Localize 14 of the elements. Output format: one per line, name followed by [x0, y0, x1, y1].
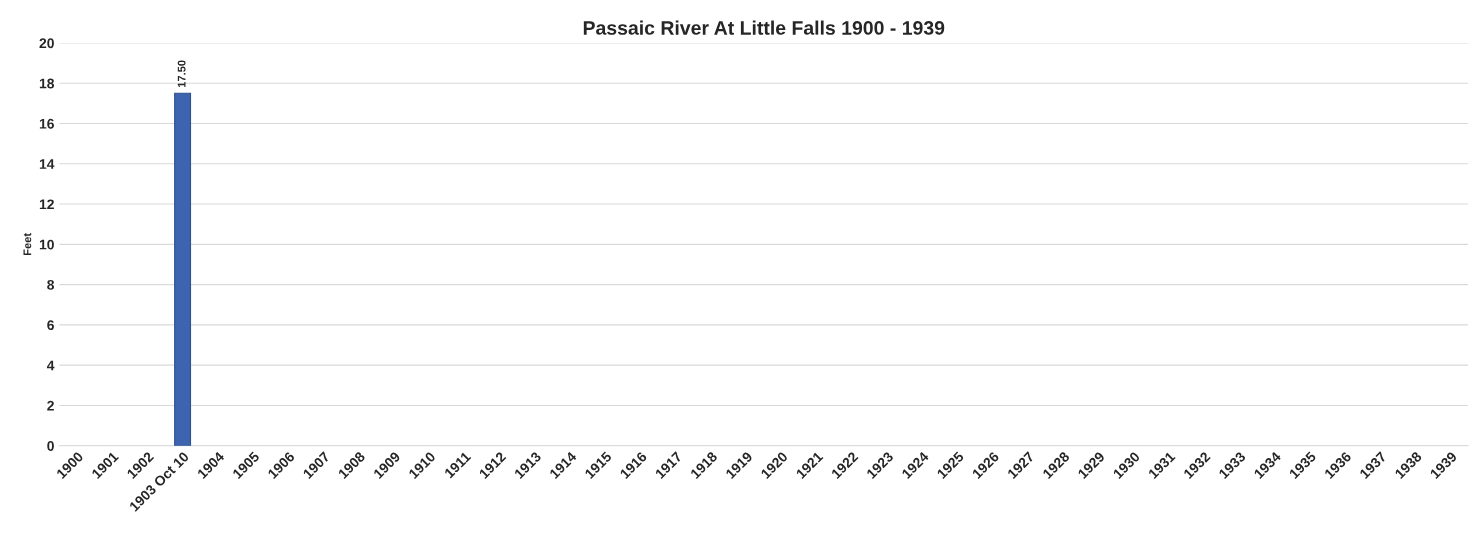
y-tick-label: 6 [47, 320, 54, 331]
chart-title: Passaic River At Little Falls 1900 - 1939 [583, 20, 945, 35]
y-tick-label: 14 [39, 159, 55, 169]
y-tick-label: 10 [39, 239, 54, 250]
y-tick-label: 2 [47, 400, 54, 411]
y-tick-label: 0 [47, 441, 54, 451]
y-tick-label: 4 [46, 360, 55, 371]
data-label: 17.50 [177, 60, 186, 88]
y-tick-label: 8 [47, 279, 55, 290]
y-tick-label: 12 [39, 199, 54, 210]
y-tick-label: 20 [39, 38, 54, 49]
y-tick-label: 16 [39, 118, 54, 129]
y-tick-label: 18 [39, 78, 55, 89]
y-axis-title: Feet [23, 233, 32, 256]
